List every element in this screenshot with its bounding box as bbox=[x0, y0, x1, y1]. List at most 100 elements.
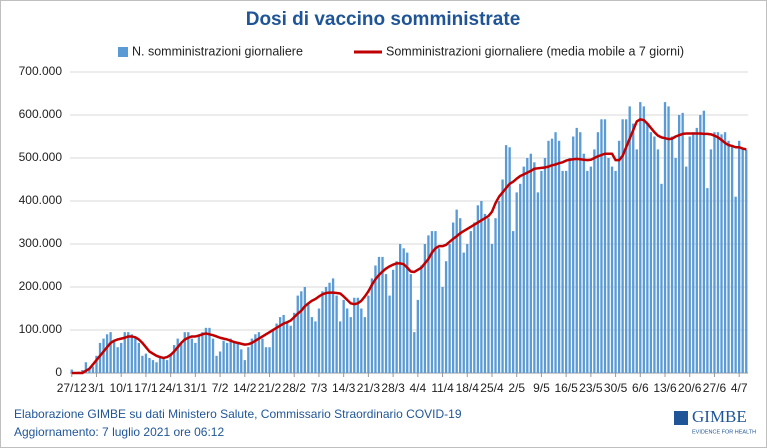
bar bbox=[713, 132, 716, 373]
bar bbox=[240, 349, 243, 373]
x-tick-label: 6/6 bbox=[632, 381, 649, 395]
bar bbox=[328, 282, 331, 373]
bar bbox=[522, 166, 525, 373]
bar bbox=[692, 132, 695, 373]
bar bbox=[134, 336, 137, 373]
bar bbox=[670, 136, 674, 373]
bar bbox=[632, 123, 635, 373]
bar bbox=[70, 369, 73, 373]
bar bbox=[321, 291, 324, 373]
x-tick-label: 14/3 bbox=[332, 381, 356, 395]
bar bbox=[427, 235, 430, 373]
bar bbox=[547, 140, 550, 373]
bar bbox=[621, 119, 624, 373]
bar bbox=[557, 140, 561, 373]
bar bbox=[225, 342, 229, 373]
bar bbox=[187, 332, 190, 373]
bar bbox=[441, 287, 444, 373]
bar bbox=[564, 170, 568, 373]
bar bbox=[462, 252, 465, 373]
x-tick-label: 3/1 bbox=[88, 381, 105, 395]
bar bbox=[490, 244, 494, 373]
bar bbox=[582, 153, 585, 373]
bar bbox=[607, 158, 610, 373]
bar bbox=[275, 323, 278, 373]
bar bbox=[84, 362, 88, 373]
bar bbox=[610, 166, 614, 373]
x-tick-label: 4/4 bbox=[409, 381, 426, 395]
bar bbox=[554, 132, 557, 373]
bar bbox=[173, 345, 176, 373]
bar bbox=[399, 244, 402, 373]
bar bbox=[271, 330, 275, 373]
x-tick-label: 28/3 bbox=[381, 381, 405, 395]
x-tick-label: 13/6 bbox=[653, 381, 677, 395]
bar bbox=[303, 287, 306, 373]
bar bbox=[455, 209, 458, 373]
bar bbox=[201, 332, 204, 373]
bar bbox=[656, 149, 660, 373]
bar bbox=[702, 110, 706, 373]
bar bbox=[734, 196, 737, 373]
x-tick-label: 16/5 bbox=[554, 381, 578, 395]
logo-icon bbox=[674, 411, 688, 425]
bar bbox=[709, 149, 713, 373]
bar bbox=[512, 231, 515, 373]
bar bbox=[314, 321, 317, 373]
bar bbox=[197, 334, 201, 373]
x-tick-label: 27/12 bbox=[57, 381, 87, 395]
bar bbox=[112, 340, 116, 373]
x-tick-label: 11/4 bbox=[431, 381, 454, 395]
x-tick-label: 25/4 bbox=[480, 381, 504, 395]
bar bbox=[215, 355, 218, 373]
bar bbox=[218, 351, 222, 373]
bar bbox=[331, 278, 335, 373]
y-tick-label: 100.000 bbox=[19, 322, 63, 336]
bar bbox=[614, 170, 617, 373]
bar bbox=[208, 327, 211, 373]
bar bbox=[335, 295, 338, 373]
bar bbox=[593, 149, 596, 373]
bar bbox=[653, 136, 656, 373]
bar bbox=[681, 112, 684, 373]
bar bbox=[264, 347, 268, 373]
bar bbox=[430, 231, 434, 373]
bar bbox=[741, 149, 744, 373]
bar bbox=[144, 353, 148, 373]
bar bbox=[480, 201, 483, 373]
bar bbox=[324, 287, 328, 373]
bar bbox=[148, 357, 151, 373]
bar bbox=[363, 317, 367, 373]
bar bbox=[204, 327, 208, 373]
bar bbox=[473, 222, 476, 373]
bar bbox=[349, 317, 352, 373]
bar bbox=[617, 140, 621, 373]
bar bbox=[88, 368, 91, 373]
bar bbox=[384, 274, 388, 373]
bar bbox=[515, 192, 518, 373]
bar bbox=[533, 162, 536, 373]
source-note: Elaborazione GIMBE su dati Ministero Sal… bbox=[14, 407, 462, 421]
bar bbox=[377, 256, 381, 373]
bar bbox=[596, 132, 600, 373]
bar bbox=[391, 269, 395, 373]
bar bbox=[109, 332, 112, 373]
bar bbox=[723, 132, 727, 373]
bar bbox=[469, 231, 472, 373]
bar bbox=[151, 360, 155, 373]
bar bbox=[300, 291, 303, 373]
bar bbox=[98, 342, 102, 373]
y-tick-label: 600.000 bbox=[19, 107, 63, 121]
bar bbox=[293, 312, 296, 373]
legend-label: Somministrazioni giornaliere (media mobi… bbox=[386, 44, 684, 58]
x-tick-label: 18/4 bbox=[456, 381, 480, 395]
bar bbox=[497, 201, 501, 373]
bar bbox=[211, 338, 215, 373]
bar bbox=[628, 106, 631, 374]
legend-swatch bbox=[118, 47, 128, 57]
bar bbox=[685, 166, 688, 373]
bar bbox=[575, 127, 578, 374]
logo-tagline: EVIDENCE FOR HEALTH bbox=[692, 429, 756, 435]
bar bbox=[639, 102, 642, 373]
